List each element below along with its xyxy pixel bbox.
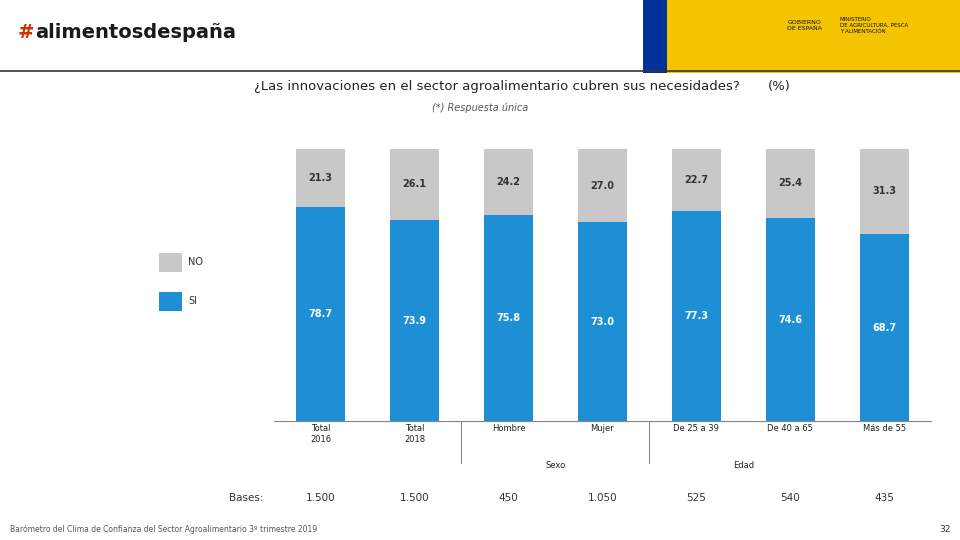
Bar xyxy=(159,253,182,272)
Text: NO: NO xyxy=(188,258,204,267)
Text: 68.7: 68.7 xyxy=(873,322,897,333)
Text: 21.3: 21.3 xyxy=(308,173,332,183)
Text: 1.500: 1.500 xyxy=(399,492,429,503)
Bar xyxy=(390,220,439,421)
Bar xyxy=(672,148,721,211)
Text: Total
2016: Total 2016 xyxy=(310,424,331,444)
Bar xyxy=(484,215,533,421)
Text: Barómetro del Clima de Confianza del Sector Agroalimentario 3º trimestre 2019: Barómetro del Clima de Confianza del Sec… xyxy=(10,524,317,534)
Bar xyxy=(390,148,439,220)
Text: MINISTERIO
DE AGRICULTURA, PESCA
Y ALIMENTACIÓN: MINISTERIO DE AGRICULTURA, PESCA Y ALIME… xyxy=(840,17,908,34)
Bar xyxy=(860,148,909,234)
Text: 25.4: 25.4 xyxy=(779,178,803,188)
Bar xyxy=(296,148,345,207)
Text: 1.500: 1.500 xyxy=(305,492,335,503)
Text: 73.9: 73.9 xyxy=(402,315,426,326)
Bar xyxy=(643,0,667,73)
Text: Bases:: Bases: xyxy=(229,492,264,503)
Text: 78.7: 78.7 xyxy=(308,309,332,319)
Text: alimentosdespaña: alimentosdespaña xyxy=(36,23,236,42)
Text: 74.6: 74.6 xyxy=(779,315,803,325)
Text: 73.0: 73.0 xyxy=(590,317,614,327)
Bar xyxy=(484,148,533,215)
Text: ¿Las innovaciones en el sector agroalimentario cubren sus necesidades?: ¿Las innovaciones en el sector agroalime… xyxy=(254,80,740,93)
Text: 26.1: 26.1 xyxy=(402,179,426,190)
Text: 24.2: 24.2 xyxy=(496,177,520,187)
Text: 75.8: 75.8 xyxy=(496,313,520,323)
Text: Mujer: Mujer xyxy=(590,424,614,434)
Text: 525: 525 xyxy=(686,492,707,503)
Text: 32: 32 xyxy=(939,525,950,534)
Text: 77.3: 77.3 xyxy=(684,311,708,321)
Bar xyxy=(672,211,721,421)
Text: #: # xyxy=(17,23,34,42)
Text: Total
2018: Total 2018 xyxy=(404,424,425,444)
Bar xyxy=(296,207,345,421)
Text: Edad: Edad xyxy=(732,461,754,470)
Bar xyxy=(578,222,627,421)
Text: 540: 540 xyxy=(780,492,801,503)
Text: (%): (%) xyxy=(768,80,791,93)
Bar xyxy=(643,0,960,73)
Bar xyxy=(578,148,627,222)
Text: Hombre: Hombre xyxy=(492,424,525,434)
Text: GOBIERNO
DE ESPAÑA: GOBIERNO DE ESPAÑA xyxy=(787,20,822,31)
Text: 22.7: 22.7 xyxy=(684,174,708,185)
Text: 1.050: 1.050 xyxy=(588,492,617,503)
Text: 435: 435 xyxy=(875,492,894,503)
Text: 27.0: 27.0 xyxy=(590,180,614,191)
Bar xyxy=(766,148,815,218)
Text: Sexo: Sexo xyxy=(545,461,565,470)
Bar xyxy=(860,234,909,421)
Text: 450: 450 xyxy=(498,492,518,503)
Text: 31.3: 31.3 xyxy=(873,186,897,197)
Text: De 40 a 65: De 40 a 65 xyxy=(767,424,813,434)
Bar xyxy=(766,218,815,421)
Text: Más de 55: Más de 55 xyxy=(863,424,906,434)
Text: SI: SI xyxy=(188,296,197,306)
Bar xyxy=(159,292,182,311)
Text: De 25 a 39: De 25 a 39 xyxy=(673,424,719,434)
Text: (*) Respuesta única: (*) Respuesta única xyxy=(432,103,528,113)
